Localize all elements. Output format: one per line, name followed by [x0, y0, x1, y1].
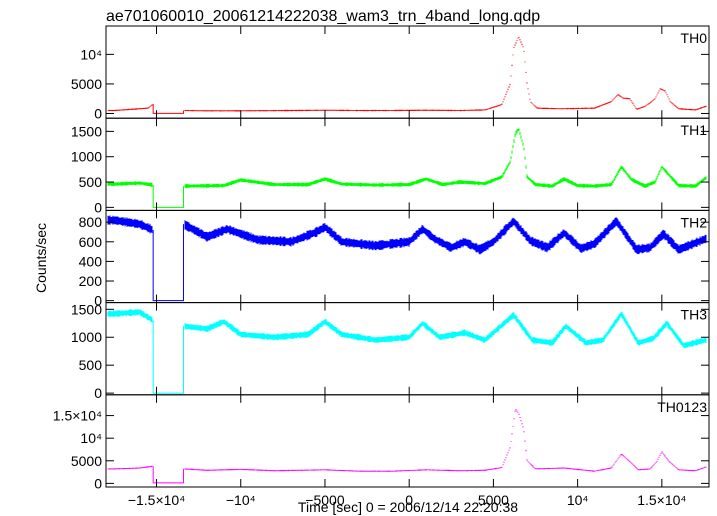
panel-th3: 0 500 1000 1500 TH3	[71, 301, 710, 401]
y-axis-label: Counts/sec	[33, 223, 49, 293]
y-tick-label: 1500	[71, 123, 102, 139]
x-tick-label: 1.5×10⁴	[637, 492, 686, 508]
panel-label: TH3	[681, 307, 708, 323]
x-axis-label: Time [sec] 0 = 2006/12/14 22:20:38	[298, 499, 518, 515]
x-tick-label: −1.5×10⁴	[128, 492, 185, 508]
x-tick-labels: −1.5×10⁴ −10⁴ −5000 0 5000 10⁴ 1.5×10⁴	[128, 492, 687, 508]
y-tick-label: 0	[94, 475, 102, 491]
y-tick-label: 0	[94, 385, 102, 401]
y-tick-label: 1.5×10⁴	[53, 408, 102, 424]
y-tick-label: 10⁴	[80, 430, 102, 446]
panel-th2: 0 200 400 600 800 TH2	[79, 209, 710, 309]
y-tick-label: 0	[94, 105, 102, 121]
x-tick-label: −5000	[305, 492, 345, 508]
panel-label: TH0123	[657, 399, 707, 415]
panel-label: TH1	[681, 122, 708, 138]
panel-th1: 0 500 1000 1500 TH1	[71, 117, 710, 215]
panel-label: TH2	[681, 214, 708, 230]
x-tick-label: 0	[405, 492, 413, 508]
panel-th0123: 0 5000 10⁴ 1.5×10⁴ TH0123	[53, 394, 710, 491]
series-th0123	[107, 409, 707, 484]
y-tick-label: 600	[79, 234, 103, 250]
y-tick-label: 1500	[71, 301, 102, 317]
y-tick-label: 0	[94, 293, 102, 309]
series-th0	[107, 36, 707, 114]
y-tick-label: 400	[79, 253, 103, 269]
panel-label: TH0	[681, 30, 708, 46]
series-th1	[107, 128, 707, 208]
y-tick-label: 5000	[71, 76, 102, 92]
panel-frame	[105, 117, 710, 211]
y-tick-label: 10⁴	[80, 46, 102, 62]
panel-frame	[105, 25, 710, 119]
y-tick-label: 1000	[71, 149, 102, 165]
series-th3	[107, 309, 707, 394]
y-tick-label: 200	[79, 273, 103, 289]
x-tick-label: 5000	[478, 492, 509, 508]
y-tick-label: 500	[79, 174, 103, 190]
y-tick-label: 1000	[71, 329, 102, 345]
y-tick-label: 5000	[71, 453, 102, 469]
y-tick-label: 800	[79, 214, 103, 230]
y-tick-label: 0	[94, 199, 102, 215]
x-tick-label: −10⁴	[226, 492, 256, 508]
x-tick-label: 10⁴	[567, 492, 589, 508]
series-th2	[107, 215, 707, 302]
panel-th0: 0 5000 10⁴ TH0	[71, 25, 710, 121]
chart-title: ae701060010_20061214222038_wam3_trn_4ban…	[106, 8, 540, 25]
panel-frame	[105, 394, 710, 488]
y-tick-label: 500	[79, 357, 103, 373]
